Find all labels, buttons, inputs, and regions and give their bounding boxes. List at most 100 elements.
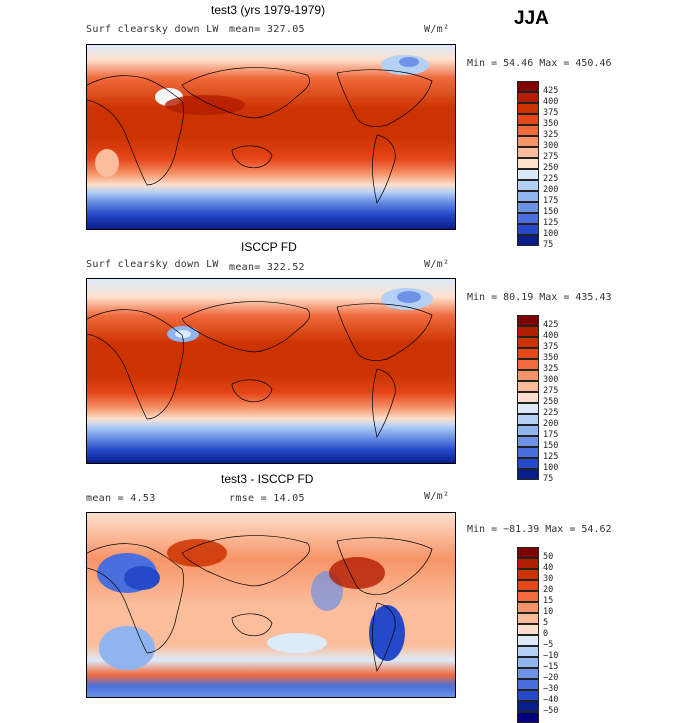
- colorbar-label: 150: [543, 207, 559, 217]
- colorbar-label: 300: [543, 141, 559, 151]
- colorbar-swatch: [517, 158, 539, 169]
- colorbar-label: 125: [543, 218, 559, 228]
- colorbar-label: 150: [543, 441, 559, 451]
- colorbar-label: 175: [543, 196, 559, 206]
- colorbar-swatch: [517, 657, 539, 668]
- panel3-map: [86, 512, 456, 698]
- colorbar-label: 400: [543, 331, 559, 341]
- colorbar-label: 200: [543, 419, 559, 429]
- colorbar-label: 425: [543, 320, 559, 330]
- colorbar-label: 100: [543, 463, 559, 473]
- colorbar-label: 250: [543, 397, 559, 407]
- colorbar-label: 225: [543, 174, 559, 184]
- colorbar-label: 275: [543, 386, 559, 396]
- colorbar-swatch: [517, 668, 539, 679]
- colorbar-swatch: [517, 646, 539, 657]
- colorbar-swatch: [517, 558, 539, 569]
- panel2-mean: mean= 322.52: [229, 262, 305, 273]
- colorbar-swatch: [517, 591, 539, 602]
- colorbar-swatch: [517, 403, 539, 414]
- colorbar-swatch: [517, 370, 539, 381]
- colorbar-label: −15: [543, 662, 559, 672]
- colorbar-label: 125: [543, 452, 559, 462]
- panel3-rmse: rmse = 14.05: [229, 493, 305, 504]
- colorbar-swatch: [517, 679, 539, 690]
- colorbar-swatch: [517, 348, 539, 359]
- panel1-units: W/m²: [424, 24, 450, 35]
- colorbar-label: 200: [543, 185, 559, 195]
- colorbar-label: 375: [543, 108, 559, 118]
- colorbar-swatch: [517, 92, 539, 103]
- colorbar-label: 15: [543, 596, 554, 606]
- colorbar-label: 40: [543, 563, 554, 573]
- colorbar-swatch: [517, 469, 539, 480]
- colorbar-label: 300: [543, 375, 559, 385]
- colorbar-swatch: [517, 315, 539, 326]
- colorbar-label: −50: [543, 706, 559, 716]
- colorbar-swatch: [517, 191, 539, 202]
- colorbar-label: −30: [543, 684, 559, 694]
- colorbar-swatch: [517, 392, 539, 403]
- colorbar-swatch: [517, 569, 539, 580]
- colorbar-label: 100: [543, 229, 559, 239]
- colorbar-swatch: [517, 180, 539, 191]
- colorbar-label: 75: [543, 240, 554, 250]
- colorbar-swatch: [517, 436, 539, 447]
- panel2-map: [86, 278, 456, 464]
- season-label: JJA: [514, 8, 549, 29]
- colorbar-label: 375: [543, 342, 559, 352]
- panel2-variable: Surf clearsky down LW: [86, 259, 219, 270]
- colorbar-swatch: [517, 547, 539, 558]
- colorbar-label: 325: [543, 130, 559, 140]
- colorbar-label: 50: [543, 552, 554, 562]
- colorbar-label: 325: [543, 364, 559, 374]
- colorbar-label: 350: [543, 119, 559, 129]
- panel3-mean: mean = 4.53: [86, 493, 156, 504]
- panel1-map: [86, 44, 456, 230]
- colorbar-swatch: [517, 425, 539, 436]
- colorbar-swatch: [517, 624, 539, 635]
- colorbar-label: 30: [543, 574, 554, 584]
- colorbar-label: 400: [543, 97, 559, 107]
- colorbar-label: 425: [543, 86, 559, 96]
- colorbar-label: −10: [543, 651, 559, 661]
- colorbar-swatch: [517, 690, 539, 701]
- panel2-map-graphic: [87, 279, 455, 463]
- colorbar-swatch: [517, 224, 539, 235]
- colorbar-swatch: [517, 447, 539, 458]
- colorbar-swatch: [517, 712, 539, 723]
- panel2-minmax: Min = 80.19 Max = 435.43: [467, 292, 612, 303]
- panel3-map-graphic: [87, 513, 455, 697]
- colorbar-label: 5: [543, 618, 549, 628]
- colorbar-label: 350: [543, 353, 559, 363]
- colorbar-label: 225: [543, 408, 559, 418]
- colorbar-swatch: [517, 613, 539, 624]
- colorbar-label: 20: [543, 585, 554, 595]
- colorbar-label: 175: [543, 430, 559, 440]
- colorbar-swatch: [517, 580, 539, 591]
- colorbar-label: 250: [543, 163, 559, 173]
- panel1-variable: Surf clearsky down LW: [86, 24, 219, 35]
- colorbar-swatch: [517, 136, 539, 147]
- colorbar-swatch: [517, 147, 539, 158]
- colorbar-swatch: [517, 602, 539, 613]
- panel3-title: test3 - ISCCP FD: [221, 472, 314, 486]
- colorbar-swatch: [517, 114, 539, 125]
- colorbar-label: 75: [543, 474, 554, 484]
- colorbar-swatch: [517, 701, 539, 712]
- colorbar-swatch: [517, 202, 539, 213]
- panel2-title: ISCCP FD: [241, 240, 297, 254]
- colorbar-label: 0: [543, 629, 549, 639]
- colorbar-swatch: [517, 213, 539, 224]
- panel1-mean: mean= 327.05: [229, 24, 305, 35]
- colorbar-swatch: [517, 81, 539, 92]
- colorbar-label: −40: [543, 695, 559, 705]
- colorbar-swatch: [517, 414, 539, 425]
- colorbar-label: 10: [543, 607, 554, 617]
- colorbar-swatch: [517, 235, 539, 246]
- panel2-units: W/m²: [424, 259, 450, 270]
- colorbar-swatch: [517, 458, 539, 469]
- colorbar-label: −20: [543, 673, 559, 683]
- panel3-units: W/m²: [424, 491, 450, 502]
- colorbar-swatch: [517, 169, 539, 180]
